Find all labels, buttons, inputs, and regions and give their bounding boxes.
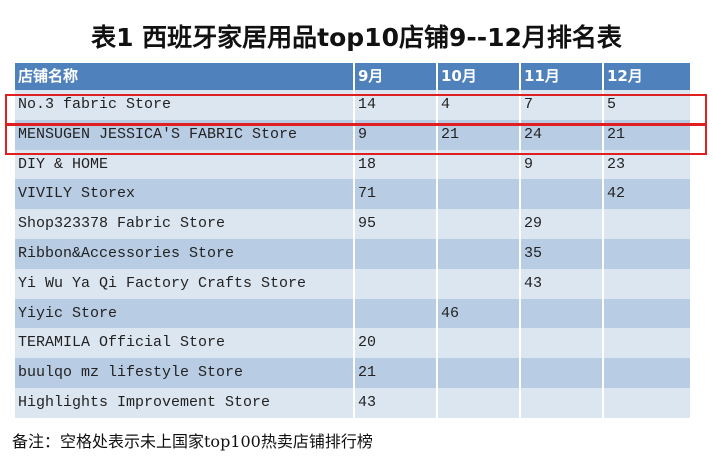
cell: 35 <box>521 238 604 269</box>
cell <box>355 268 438 299</box>
cell: 10月 <box>438 63 521 90</box>
table-row: TERAMILA Official Store 20 <box>15 328 692 359</box>
cell: 20 <box>355 328 438 359</box>
table-row: Yiyic Store 46 <box>15 298 692 329</box>
cell <box>604 328 692 359</box>
cell <box>604 268 692 299</box>
note: 备注：空格处表示未上国家top100热卖店铺排行榜 <box>12 432 373 451</box>
table-row: VIVILY Storex 71 42 <box>15 179 692 210</box>
cell <box>438 268 521 299</box>
cell <box>438 387 521 418</box>
cell: 43 <box>355 387 438 418</box>
header-row: 店铺名称 9月 10月 11月 12月 <box>15 63 692 90</box>
cell: 43 <box>521 268 604 299</box>
cell <box>438 358 521 388</box>
cell <box>521 358 604 388</box>
cell: Highlights Improvement Store <box>15 387 355 418</box>
cell: 21 <box>355 358 438 388</box>
cell <box>521 179 604 210</box>
cell <box>521 328 604 359</box>
table: 店铺名称 9月 10月 11月 12月 No.3 fabric Store 14 4 7 5 MEN… <box>15 63 692 418</box>
cell: Shop323378 Fabric Store <box>15 209 355 239</box>
cell: 11月 <box>521 63 604 90</box>
highlight-box <box>5 94 707 125</box>
cell: 46 <box>438 298 521 329</box>
cell: 42 <box>604 179 692 210</box>
table-row: Shop323378 Fabric Store 95 29 <box>15 209 692 239</box>
cell: Yi Wu Ya Qi Factory Crafts Store <box>15 268 355 299</box>
cell: Yiyic Store <box>15 298 355 329</box>
cell: Ribbon&Accessories Store <box>15 238 355 269</box>
cell: 店铺名称 <box>15 63 355 90</box>
highlight-box <box>5 124 707 155</box>
cell <box>604 387 692 418</box>
table-row: Ribbon&Accessories Store 35 <box>15 238 692 269</box>
cell: 9月 <box>355 63 438 90</box>
cell <box>355 298 438 329</box>
table-row: Yi Wu Ya Qi Factory Crafts Store 43 <box>15 268 692 299</box>
cell <box>438 238 521 269</box>
cell <box>521 298 604 329</box>
cell: TERAMILA Official Store <box>15 328 355 359</box>
cell <box>604 238 692 269</box>
cell: VIVILY Storex <box>15 179 355 210</box>
cell <box>438 328 521 359</box>
cell <box>438 179 521 210</box>
table-row: buulqo mz lifestyle Store 21 <box>15 358 692 388</box>
cell: 29 <box>521 209 604 239</box>
cell <box>604 298 692 329</box>
cell <box>355 238 438 269</box>
cell: 12月 <box>604 63 692 90</box>
cell <box>521 387 604 418</box>
cell: 95 <box>355 209 438 239</box>
cell: buulqo mz lifestyle Store <box>15 358 355 388</box>
cell <box>604 209 692 239</box>
cell: 71 <box>355 179 438 210</box>
cell <box>438 209 521 239</box>
cell <box>604 358 692 388</box>
title: 表1 西班牙家居用品top10店铺9--12月排名表 <box>91 23 622 52</box>
table-row: Highlights Improvement Store 43 <box>15 387 692 418</box>
